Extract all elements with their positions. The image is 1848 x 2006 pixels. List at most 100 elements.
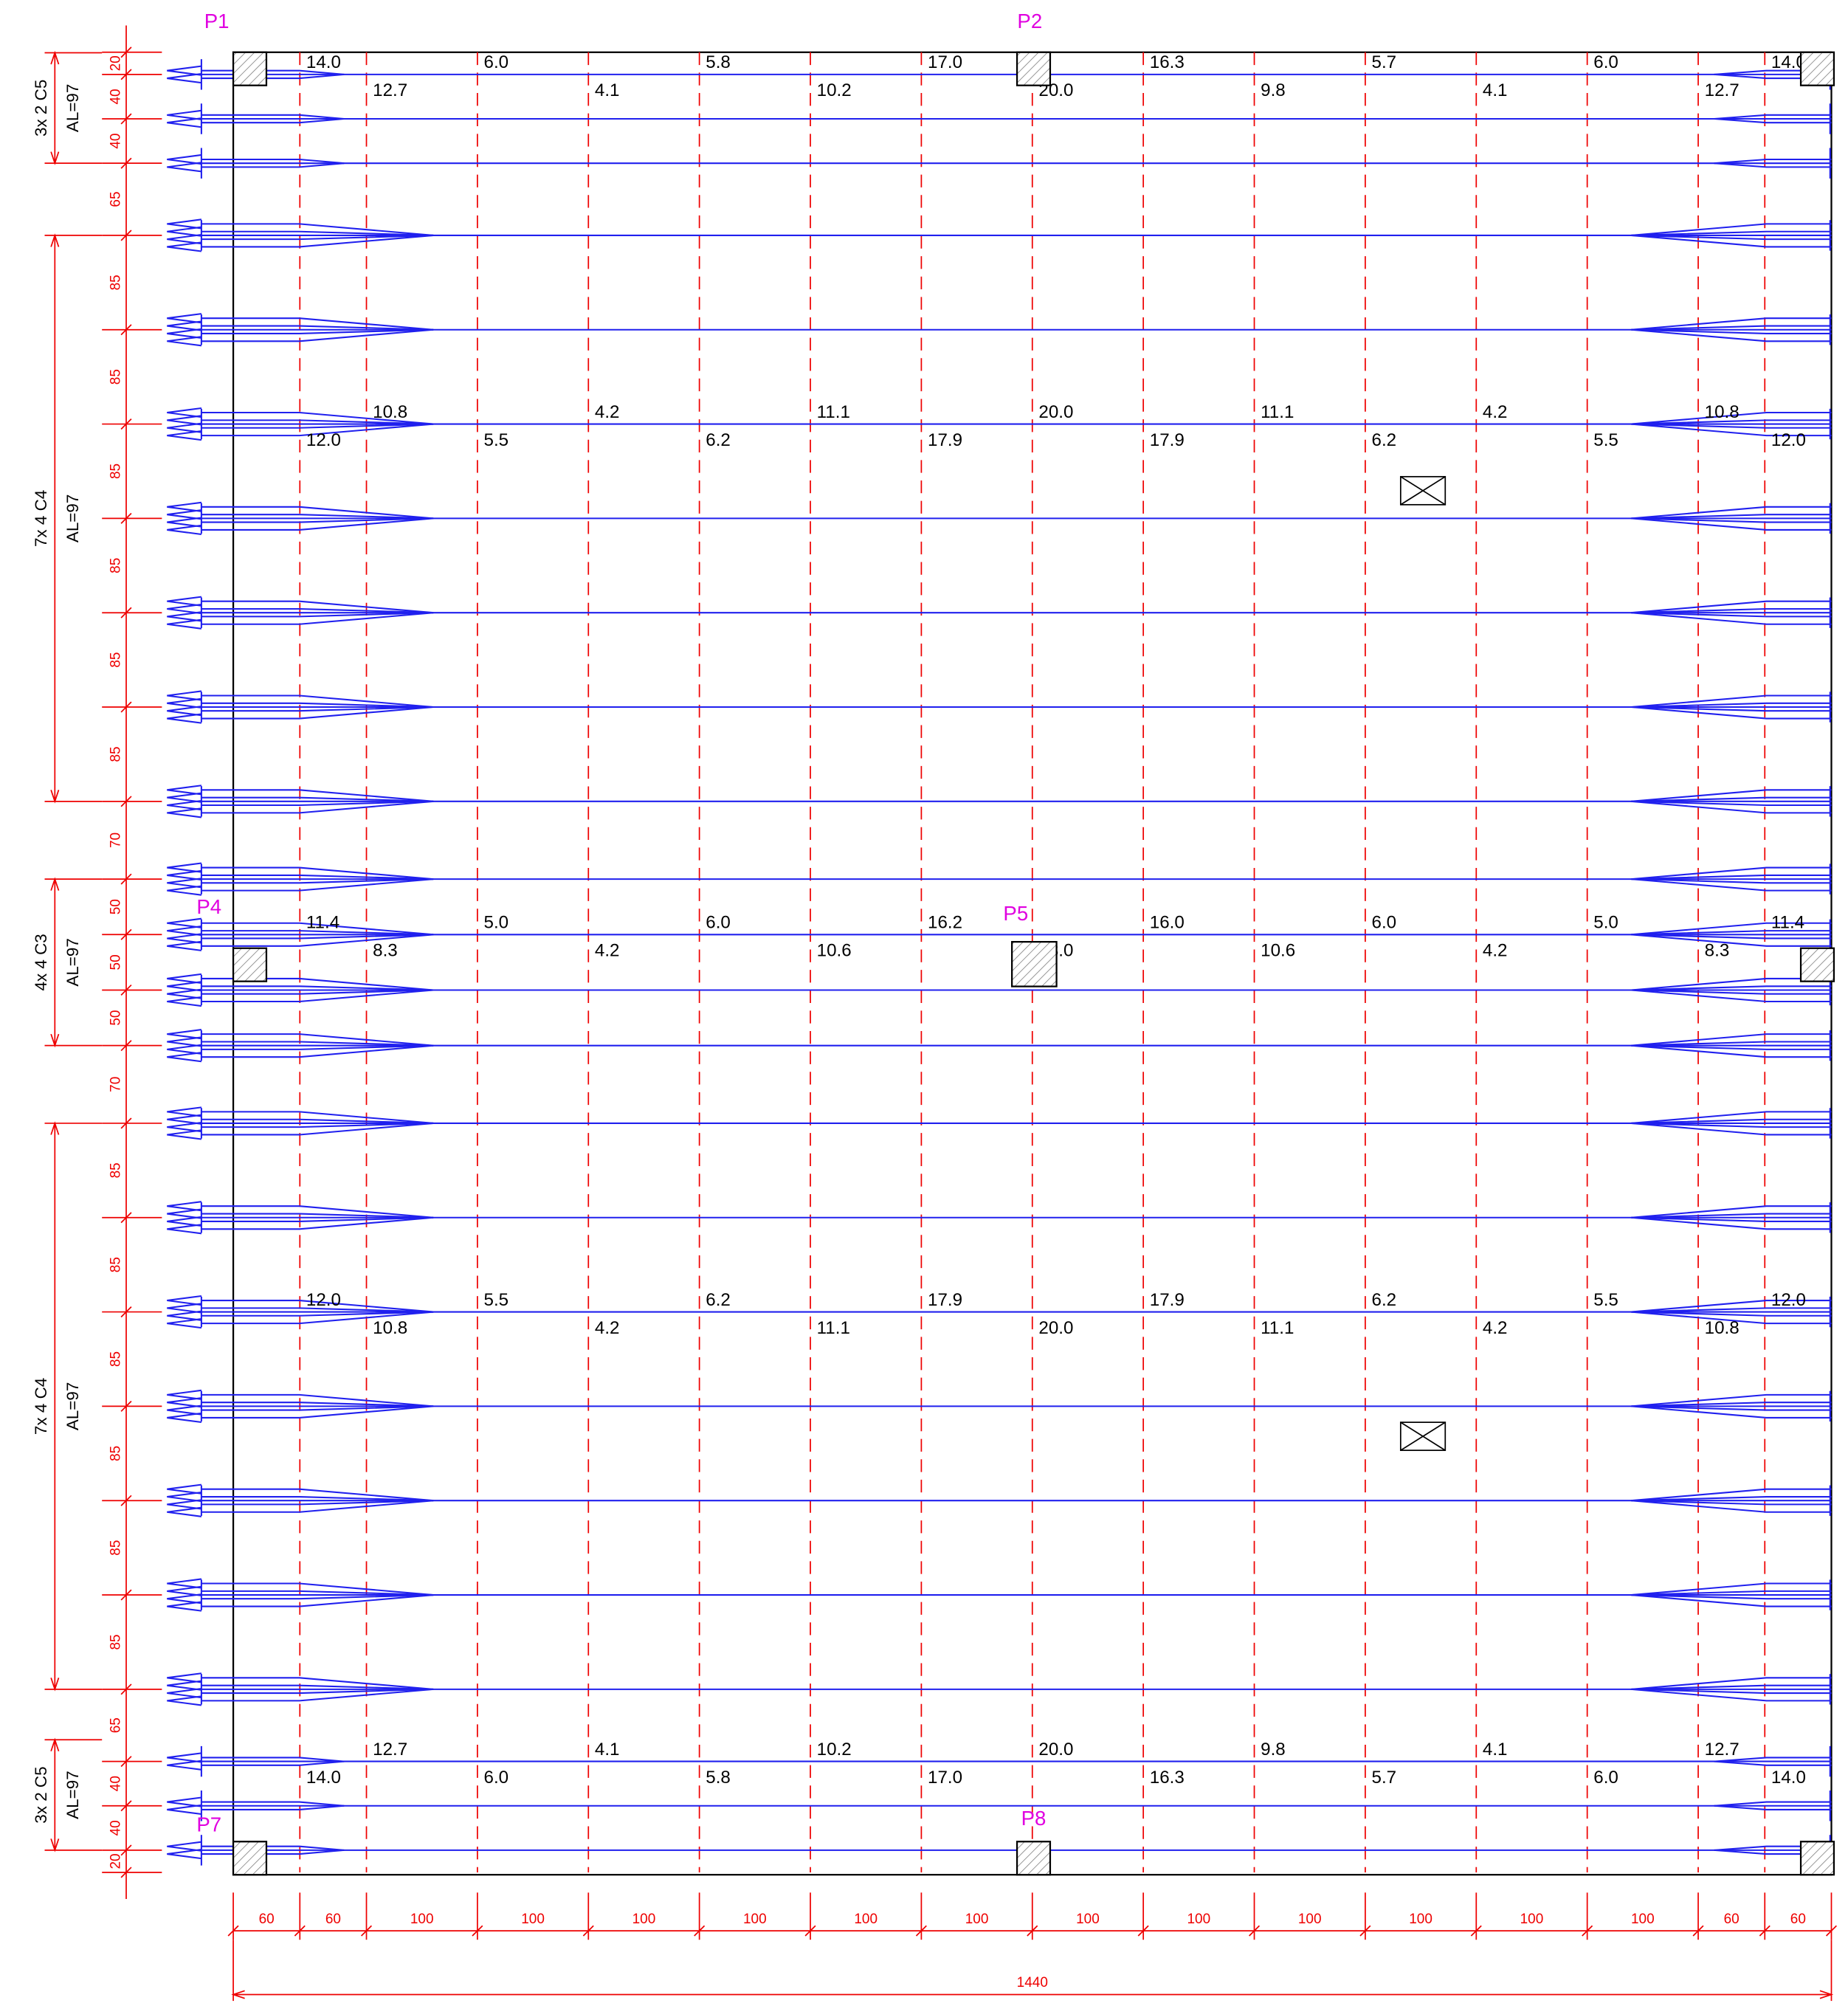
tendon (167, 1672, 1832, 1706)
dim-label: 85 (108, 1446, 123, 1461)
group-arrow (50, 1737, 60, 1852)
group-al: AL=97 (63, 938, 82, 987)
profile-height: 12.7 (1705, 80, 1740, 100)
profile-height: 16.2 (928, 913, 962, 933)
anchor (167, 1601, 202, 1612)
anchor (167, 885, 202, 896)
anchor (167, 1404, 202, 1416)
profile-height: 17.9 (928, 1290, 962, 1310)
profile-height: 11.1 (1261, 1318, 1294, 1338)
anchor (167, 1412, 202, 1424)
strand (201, 328, 1832, 342)
dim-label: 100 (854, 1912, 878, 1927)
dim-tick (120, 1867, 132, 1878)
tendon (167, 218, 1832, 252)
group-al: AL=97 (63, 1382, 82, 1431)
profile-height: 12.7 (373, 1740, 407, 1759)
strand (201, 162, 1832, 168)
dim-tick (1359, 1925, 1371, 1937)
dim-label: 20 (108, 1853, 123, 1869)
openings (1399, 475, 1447, 1451)
profile-height: 6.2 (706, 1290, 731, 1310)
dim-tick (1759, 1925, 1771, 1937)
dim-tick (120, 69, 132, 80)
dim-label: 100 (743, 1912, 767, 1927)
anchor (167, 72, 202, 84)
dim-label: 100 (1409, 1912, 1432, 1927)
anchor (167, 1752, 202, 1763)
profile-height: 5.5 (484, 1290, 509, 1310)
dim-label: 85 (108, 652, 123, 668)
strand (201, 325, 1832, 331)
strand (201, 706, 1832, 712)
strand (201, 419, 1832, 425)
dim-label: 100 (410, 1912, 434, 1927)
anchor (167, 509, 202, 520)
dim-label: 100 (1631, 1912, 1655, 1927)
strand (201, 1801, 1832, 1807)
dim-label: 100 (1187, 1912, 1210, 1927)
strand (201, 1300, 1832, 1313)
dim-tick (120, 1756, 132, 1768)
dim-tick (120, 1040, 132, 1052)
strand (201, 1684, 1832, 1690)
anchor (167, 1044, 202, 1055)
profile-height: 4.1 (1483, 80, 1508, 100)
anchor (167, 603, 202, 615)
tendon (167, 1029, 1832, 1063)
profile-height: 6.2 (1372, 1290, 1397, 1310)
dim-tick (120, 230, 132, 241)
column (232, 51, 268, 86)
tendon (167, 407, 1832, 441)
profile-height: 5.0 (1593, 913, 1618, 933)
anchor (167, 1114, 202, 1125)
profile-height: 5.8 (706, 1768, 731, 1788)
dim-tick (1692, 1925, 1704, 1937)
dim-tick (120, 418, 132, 430)
strand (201, 800, 1832, 807)
group-al: AL=97 (63, 84, 82, 133)
total-arrow (231, 1990, 1834, 1999)
column (1799, 51, 1835, 86)
strand (201, 1213, 1832, 1219)
dim-label: 85 (108, 275, 123, 290)
dim-label: 85 (108, 1162, 123, 1178)
strand (201, 1111, 1832, 1124)
anchor (167, 1397, 202, 1408)
anchor (167, 1759, 202, 1771)
group-label: 7x 4 C4 (32, 1378, 50, 1435)
strand (201, 328, 1832, 334)
anchor (167, 933, 202, 944)
tendon (167, 1790, 1832, 1821)
dim-label: 85 (108, 463, 123, 479)
strand (201, 411, 1832, 425)
strand (201, 985, 1832, 991)
column (1016, 51, 1052, 86)
strand (201, 423, 1832, 437)
strand (201, 800, 1832, 814)
anchor (167, 430, 202, 441)
anchor (167, 501, 202, 512)
column (1799, 947, 1835, 982)
anchor (167, 697, 202, 709)
profile-height: 10.8 (373, 1318, 407, 1338)
strand (201, 1582, 1832, 1596)
dim-tick (120, 1800, 132, 1812)
strand (201, 706, 1832, 720)
group-label: 4x 4 C3 (32, 934, 50, 990)
anchor (167, 1593, 202, 1605)
column (1799, 1841, 1835, 1876)
strand (201, 1677, 1832, 1690)
anchor (167, 320, 202, 331)
dim-tick (120, 1117, 132, 1129)
strand (201, 234, 1832, 248)
dim-label: 100 (632, 1912, 656, 1927)
profile-height: 10.2 (817, 1740, 852, 1759)
dim-label: 60 (325, 1912, 341, 1927)
anchor (167, 517, 202, 528)
anchor (167, 524, 202, 535)
anchor (167, 1841, 202, 1852)
anchor (167, 65, 202, 76)
tendon (167, 103, 1832, 134)
